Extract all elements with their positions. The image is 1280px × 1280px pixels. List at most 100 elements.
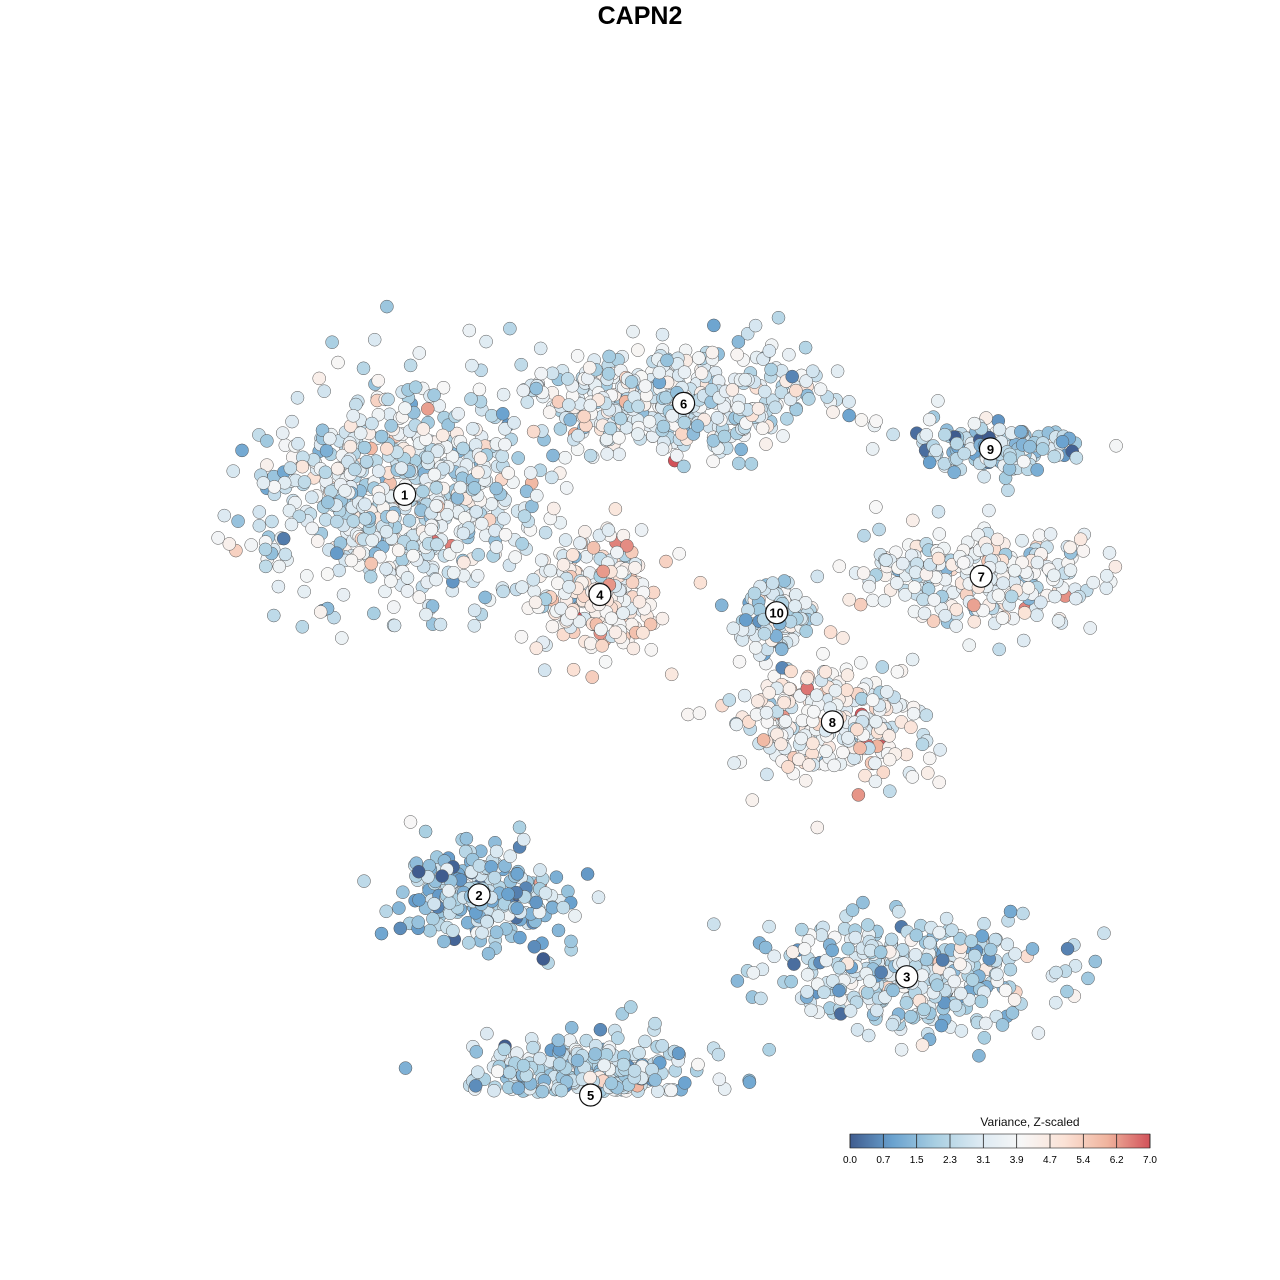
data-point xyxy=(938,608,952,623)
data-point xyxy=(498,527,513,542)
data-point xyxy=(511,1081,526,1095)
data-point xyxy=(731,400,745,415)
data-point xyxy=(260,434,274,448)
data-point xyxy=(945,923,959,937)
data-point xyxy=(538,525,553,540)
data-point xyxy=(851,788,866,802)
data-point xyxy=(992,642,1006,657)
data-point xyxy=(756,733,771,747)
data-point xyxy=(652,365,667,380)
cluster-label-6: 6 xyxy=(671,391,696,415)
data-point xyxy=(638,379,653,393)
data-point xyxy=(469,1045,484,1059)
data-point xyxy=(517,509,532,523)
cluster-label-8: 8 xyxy=(820,710,845,734)
data-point xyxy=(747,586,762,601)
data-point xyxy=(665,409,679,423)
data-point xyxy=(429,481,444,495)
data-point xyxy=(664,667,679,682)
data-point xyxy=(530,488,544,503)
data-point xyxy=(601,523,616,537)
data-point xyxy=(869,500,883,514)
data-point xyxy=(278,547,293,562)
data-point xyxy=(462,323,477,338)
data-point xyxy=(358,497,372,512)
data-point xyxy=(705,345,720,360)
cluster-label-text: 4 xyxy=(596,588,604,603)
data-point xyxy=(977,916,991,931)
data-point xyxy=(781,760,795,774)
data-point xyxy=(1008,563,1022,578)
data-point xyxy=(800,967,815,982)
data-point xyxy=(534,366,548,381)
data-point xyxy=(886,427,900,442)
data-point xyxy=(655,442,670,456)
data-point xyxy=(828,683,843,698)
data-point xyxy=(656,419,671,434)
data-point xyxy=(915,737,930,752)
data-point xyxy=(1109,439,1123,453)
cluster-labels-layer: 1 2 3 4 5 6 7 8 9 10 xyxy=(393,391,1003,1107)
data-point xyxy=(400,584,415,598)
data-point xyxy=(746,966,761,980)
data-point xyxy=(1016,633,1031,648)
data-point xyxy=(648,1073,662,1087)
data-point xyxy=(730,974,745,988)
data-point xyxy=(757,627,772,641)
data-point xyxy=(817,985,831,1000)
data-point xyxy=(472,382,487,397)
data-point xyxy=(823,625,838,639)
cluster-label-circle xyxy=(978,437,1003,461)
data-point xyxy=(380,442,394,456)
data-point xyxy=(1049,995,1063,1010)
data-point xyxy=(850,1023,865,1037)
data-point xyxy=(478,590,492,605)
data-point xyxy=(365,416,379,431)
data-point xyxy=(533,863,547,877)
data-point xyxy=(364,556,378,571)
data-point xyxy=(931,394,945,408)
data-point xyxy=(979,1016,993,1031)
data-point xyxy=(1030,608,1044,622)
data-point xyxy=(983,942,998,957)
data-point xyxy=(972,1049,986,1063)
data-point xyxy=(430,537,444,552)
data-point xyxy=(318,513,333,527)
data-point xyxy=(516,832,531,847)
data-point xyxy=(907,580,922,594)
data-point xyxy=(480,914,494,929)
data-point xyxy=(845,903,860,917)
data-point xyxy=(659,554,673,569)
data-point xyxy=(754,991,768,1006)
data-point xyxy=(515,537,529,551)
data-point xyxy=(710,411,725,425)
data-point xyxy=(379,562,393,576)
data-point xyxy=(496,387,511,402)
data-point xyxy=(367,332,382,347)
data-point xyxy=(758,940,773,955)
data-point xyxy=(631,399,645,414)
data-point xyxy=(603,421,618,436)
data-point xyxy=(398,1061,413,1075)
data-point xyxy=(561,884,575,899)
data-point xyxy=(797,942,812,956)
data-point xyxy=(876,765,891,780)
legend-tick-label: 7.0 xyxy=(1143,1155,1157,1166)
data-point xyxy=(433,617,448,632)
data-point xyxy=(598,655,613,669)
data-point xyxy=(406,548,420,563)
data-point xyxy=(256,476,271,490)
data-point xyxy=(586,541,601,555)
data-point xyxy=(677,365,692,379)
data-point xyxy=(782,347,796,362)
data-point xyxy=(490,1064,505,1079)
data-point xyxy=(371,373,385,388)
data-point xyxy=(503,1065,517,1080)
data-point xyxy=(1000,937,1015,952)
data-point xyxy=(346,514,361,528)
cluster-label-circle xyxy=(895,965,919,989)
data-point xyxy=(1108,559,1123,574)
data-point xyxy=(795,922,809,937)
data-point xyxy=(446,924,460,938)
